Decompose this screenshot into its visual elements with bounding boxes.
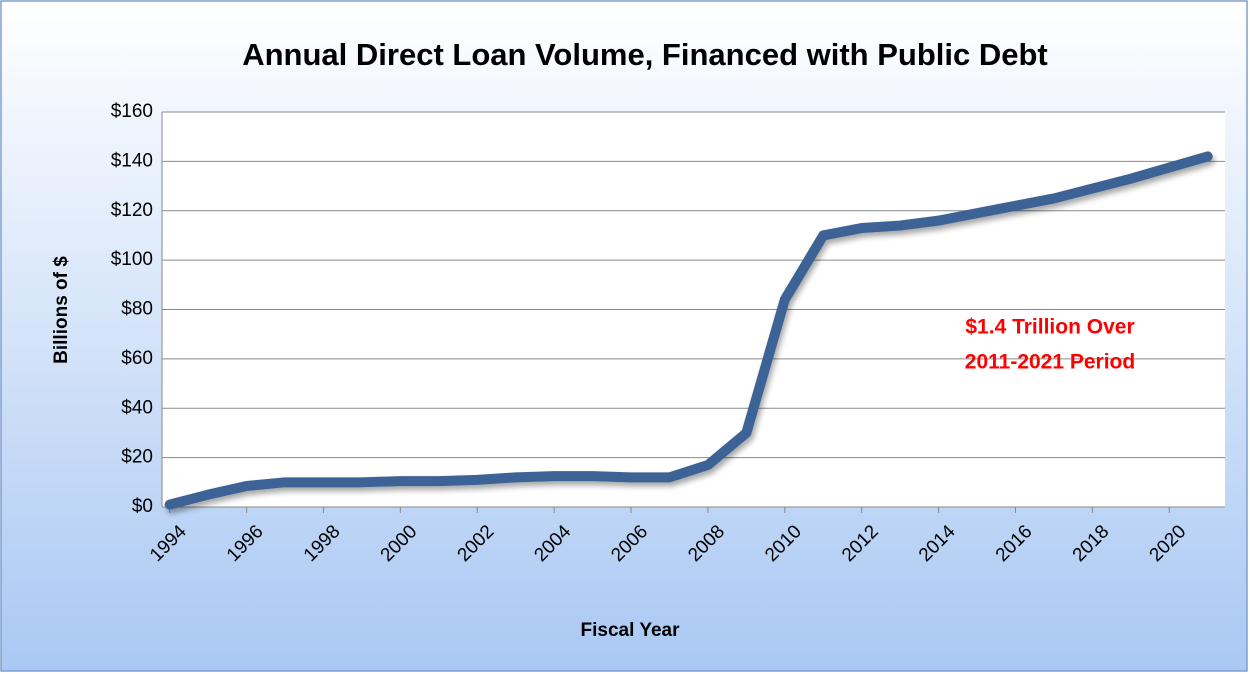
y-tick-label: $140: [111, 150, 153, 171]
y-axis-label: Billions of $: [51, 256, 72, 364]
annotation: 2011-2021 Period: [965, 351, 1135, 374]
y-tick-label: $20: [121, 447, 153, 468]
y-tick-label: $160: [111, 101, 153, 122]
data-line: [164, 151, 1213, 510]
chart-title: Annual Direct Loan Volume, Financed with…: [242, 37, 1048, 72]
y-tick-label: $60: [121, 348, 153, 369]
y-tick-label: $0: [132, 496, 153, 517]
y-tick-label: $100: [111, 249, 153, 270]
annotation: $1.4 Trillion Over: [965, 316, 1134, 339]
y-tick-label: $80: [121, 299, 153, 320]
y-tick-label: $40: [121, 397, 153, 418]
y-tick-label: $120: [111, 200, 153, 221]
x-axis-label: Fiscal Year: [581, 620, 681, 641]
